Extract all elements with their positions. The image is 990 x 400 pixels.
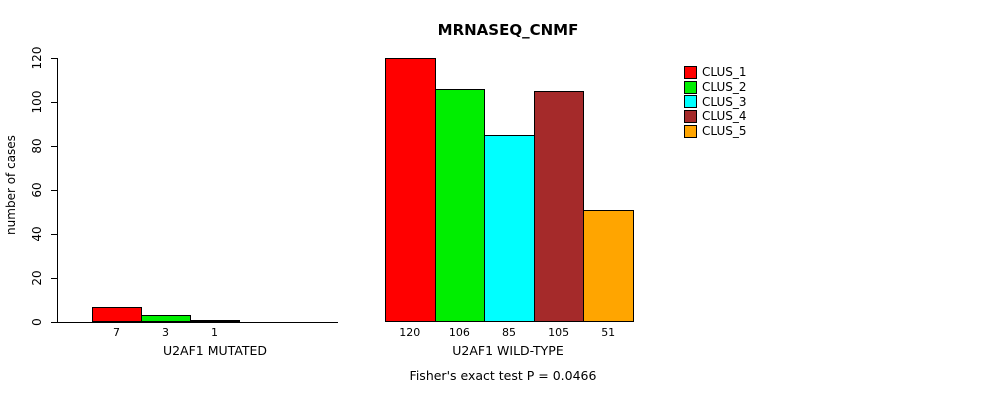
- y-tick-label: 100: [30, 90, 44, 114]
- x-axis-baseline: [57, 322, 338, 323]
- group-label-2: U2AF1 WILD-TYPE: [452, 343, 564, 358]
- bar-clus_3-group1: [190, 319, 240, 322]
- y-tick-label: 60: [30, 182, 44, 198]
- y-tick-mark: [51, 234, 58, 235]
- bar-clus_5-group2: [583, 209, 634, 322]
- bar-value-label: 85: [502, 326, 516, 339]
- bar-clus_2-group1: [141, 315, 191, 322]
- bar-value-label: 105: [548, 326, 570, 339]
- legend-label: CLUS_4: [702, 109, 747, 124]
- y-tick-label: 40: [30, 226, 44, 242]
- y-tick-mark: [51, 102, 58, 103]
- legend-label: CLUS_1: [702, 65, 747, 80]
- legend-swatch-icon: [684, 124, 697, 138]
- legend-swatch-icon: [684, 80, 697, 94]
- chart-title: MRNASEQ_CNMF: [437, 21, 579, 39]
- legend-swatch-icon: [684, 65, 697, 79]
- bar-clus_1-group2: [385, 58, 436, 322]
- bar-value-label: 106: [448, 326, 470, 339]
- bar-value-label: 7: [113, 326, 120, 339]
- legend: CLUS_1 CLUS_2 CLUS_3 CLUS_4 CLUS_5: [684, 65, 747, 138]
- legend-label: CLUS_5: [702, 124, 747, 139]
- y-tick-label: 80: [30, 138, 44, 154]
- bar-clus_2-group2: [434, 88, 486, 322]
- bar-clus_3-group2: [484, 135, 535, 322]
- legend-item-clus_4: CLUS_4: [684, 109, 747, 124]
- legend-item-clus_1: CLUS_1: [684, 65, 747, 80]
- y-tick-label: 20: [30, 270, 44, 286]
- bar-clus_4-group2: [533, 91, 585, 322]
- bar-value-label: 3: [162, 326, 169, 339]
- y-tick-mark: [51, 278, 58, 279]
- fisher-test-annotation: Fisher's exact test P = 0.0466: [409, 368, 597, 383]
- bar-value-label: 51: [601, 326, 616, 339]
- bar-clus_1-group1: [92, 306, 142, 322]
- y-tick-mark: [51, 58, 58, 59]
- y-tick-mark: [51, 146, 58, 147]
- bar-value-label: 120: [399, 326, 421, 339]
- y-axis-title: number of cases: [4, 135, 18, 235]
- bar-value-label: 1: [211, 326, 218, 339]
- legend-label: CLUS_3: [702, 94, 747, 109]
- legend-swatch-icon: [684, 95, 697, 109]
- legend-item-clus_2: CLUS_2: [684, 80, 747, 95]
- legend-label: CLUS_2: [702, 80, 747, 95]
- legend-swatch-icon: [684, 109, 697, 123]
- legend-item-clus_5: CLUS_5: [684, 124, 747, 139]
- y-tick-label: 0: [30, 318, 44, 326]
- y-tick-mark: [51, 190, 58, 191]
- y-tick-mark: [51, 322, 58, 323]
- y-tick-label: 120: [30, 46, 44, 70]
- legend-item-clus_3: CLUS_3: [684, 94, 747, 109]
- group-label-1: U2AF1 MUTATED: [162, 343, 268, 358]
